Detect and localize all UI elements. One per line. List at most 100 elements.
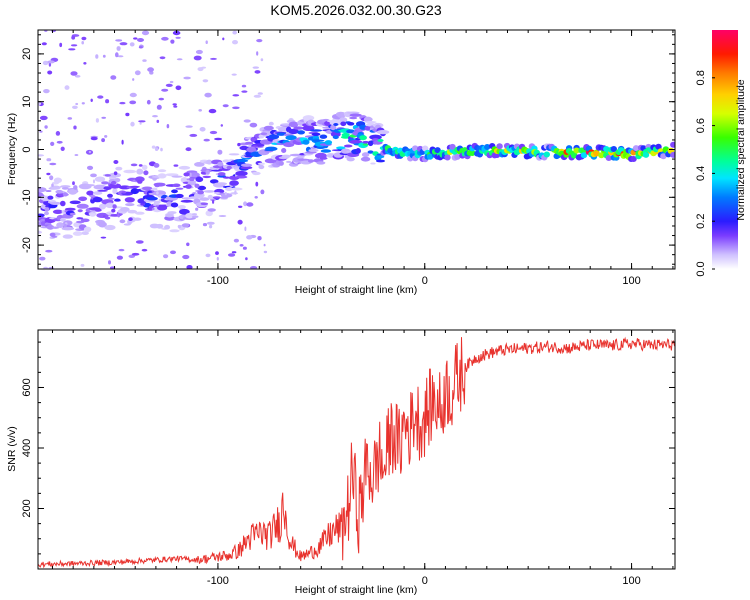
- spectrogram-cell: [454, 153, 461, 160]
- spectrogram-cell: [319, 156, 328, 160]
- spectrogram-noise: [222, 37, 225, 41]
- spectrogram-noise: [166, 124, 170, 129]
- spectrogram-cell: [202, 175, 211, 179]
- spectrogram-cell: [302, 115, 315, 121]
- y-tick-label: -10: [21, 189, 33, 205]
- spectrogram-noise: [55, 131, 61, 136]
- spectrogram-cell: [135, 211, 145, 215]
- spectrogram-noise: [68, 48, 76, 51]
- spectrogram-noise: [246, 202, 254, 207]
- spectrogram-cell: [112, 188, 118, 195]
- spectrogram-cell: [302, 125, 315, 131]
- spectrogram-cell: [157, 173, 167, 179]
- spectrogram-noise: [111, 208, 116, 213]
- spectrogram-noise: [189, 133, 198, 137]
- spectrogram-noise: [160, 147, 163, 152]
- spectrogram-noise: [44, 207, 50, 212]
- spectrogram-noise: [117, 55, 124, 58]
- spectrogram-noise: [224, 192, 227, 196]
- spectrogram-cell: [347, 122, 355, 126]
- spectrogram-noise: [95, 54, 99, 59]
- spectrogram-noise: [186, 242, 190, 247]
- spectrogram-noise: [243, 119, 251, 123]
- spectrogram-cell: [60, 200, 66, 207]
- spectrogram-noise: [101, 116, 106, 119]
- spectrogram-noise: [110, 75, 117, 80]
- spectrogram-noise: [250, 266, 258, 269]
- spectrogram-noise: [243, 201, 248, 207]
- spectrogram-noise: [94, 208, 102, 212]
- spectrogram-cell: [246, 146, 257, 153]
- spectrogram-cell: [229, 180, 239, 186]
- spectrogram-noise: [49, 175, 54, 181]
- spectrogram-noise: [254, 196, 258, 199]
- spectrogram-noise: [185, 147, 192, 152]
- spectrogram-noise: [202, 79, 209, 83]
- spectrogram-cell: [258, 164, 265, 170]
- spectrogram-cell: [62, 234, 73, 239]
- spectrogram-noise: [175, 85, 182, 91]
- spectrogram-cell: [141, 164, 148, 170]
- spectrogram-noise: [205, 169, 210, 175]
- spectrogram-cell: [164, 215, 175, 221]
- spectrogram-noise: [121, 191, 127, 194]
- spectrogram-cell: [187, 181, 197, 186]
- spectrogram-cell: [359, 135, 367, 141]
- spectrogram-cell: [99, 203, 106, 210]
- spectrogram-cell: [72, 231, 83, 236]
- spectrogram-cell: [51, 226, 60, 229]
- spectrogram-cell: [118, 185, 131, 190]
- spectrogram-noise: [173, 105, 178, 108]
- spectrogram-noise: [260, 58, 264, 62]
- spectrogram-noise: [81, 41, 84, 45]
- spectrogram-noise: [130, 163, 138, 167]
- spectrogram-cell: [308, 159, 314, 163]
- spectrogram-noise: [49, 162, 57, 166]
- spectrogram-noise: [113, 160, 119, 164]
- spectrogram-noise: [170, 250, 176, 255]
- spectrogram-noise: [125, 112, 130, 117]
- snr-y-axis-label: SNR (v/v): [6, 426, 18, 472]
- spectrogram-cell: [180, 199, 194, 203]
- spectrogram-noise: [231, 73, 237, 76]
- spectrogram-noise: [104, 135, 108, 138]
- spectrogram-cell: [316, 146, 326, 149]
- spectrogram-noise: [128, 217, 133, 221]
- spectrogram-cell: [200, 202, 209, 206]
- spectrogram-noise: [161, 36, 169, 41]
- spectrogram-cell: [151, 187, 158, 191]
- spectrogram-cell: [340, 121, 347, 127]
- spectrogram-cell: [129, 185, 140, 188]
- spectrogram-noise: [213, 192, 221, 194]
- spectrogram-noise: [193, 55, 202, 61]
- spectrogram-cell: [146, 196, 158, 201]
- spectrogram-cell: [434, 147, 441, 154]
- spectrogram-noise: [118, 213, 123, 216]
- spectrogram-cell: [570, 152, 578, 159]
- spectrogram-cell: [655, 143, 662, 150]
- spectrogram-cell: [444, 154, 451, 161]
- spectrogram-frame: [37, 29, 676, 270]
- spectrogram-noise: [60, 217, 66, 222]
- x-tick-label: -100: [207, 575, 229, 587]
- spectrogram-noise: [39, 256, 46, 261]
- spectrogram-noise: [245, 257, 248, 261]
- spectrogram-noise: [237, 142, 241, 147]
- spectrogram-cell: [339, 117, 348, 123]
- spectrogram-noise: [173, 164, 179, 167]
- spectrogram-noise: [232, 106, 240, 110]
- spectrogram-cell: [341, 132, 350, 137]
- spectrogram-cell: [94, 176, 106, 182]
- spectrogram-noise: [138, 120, 146, 123]
- spectrogram-noise: [202, 223, 208, 227]
- spectrogram-noise: [147, 67, 155, 72]
- spectrogram-noise: [203, 138, 210, 142]
- spectrogram-noise: [83, 62, 87, 65]
- spectrogram-cell: [320, 149, 332, 153]
- spectrogram-cell: [108, 183, 122, 189]
- spectrogram-noise: [73, 125, 77, 130]
- spectrogram-cell: [157, 169, 167, 173]
- spectrogram-cell: [76, 203, 89, 209]
- spectrogram-noise: [104, 174, 111, 177]
- spectrogram-noise: [46, 172, 51, 176]
